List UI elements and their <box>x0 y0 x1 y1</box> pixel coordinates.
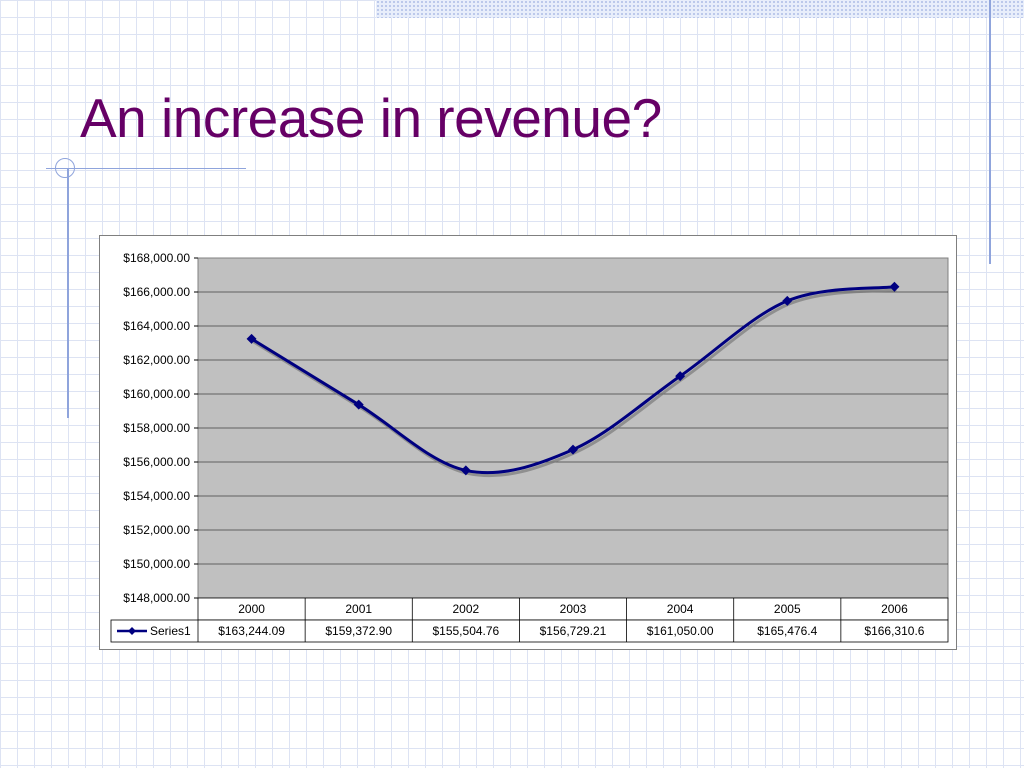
table-series-row <box>110 619 949 643</box>
data-point-marker <box>889 281 900 292</box>
top-decoration-bar <box>376 0 1024 18</box>
y-tick-label: $158,000.00 <box>123 421 190 435</box>
x-category-label: 2006 <box>881 602 908 616</box>
legend-marker-icon <box>128 627 136 635</box>
x-category-label: 2000 <box>238 602 265 616</box>
y-tick-label: $150,000.00 <box>123 557 190 571</box>
y-tick-label: $148,000.00 <box>123 591 190 605</box>
x-category-label: 2001 <box>345 602 372 616</box>
x-category-label: 2003 <box>560 602 587 616</box>
revenue-line-chart: $168,000.00 $166,000.00 $164,000.00 $162,00… <box>110 251 949 643</box>
y-tick-label: $162,000.00 <box>123 353 190 367</box>
left-decoration-line <box>67 168 69 418</box>
title-underline <box>46 168 246 169</box>
y-tick-label: $160,000.00 <box>123 387 190 401</box>
table-value-cell: $161,050.00 <box>647 624 714 638</box>
data-point-marker <box>568 444 578 455</box>
slide-title: An increase in revenue? <box>80 87 662 149</box>
y-tick-label: $164,000.00 <box>123 319 190 333</box>
y-tick-label: $152,000.00 <box>123 523 190 537</box>
chart-container: $168,000.00 $166,000.00 $164,000.00 $162,00… <box>99 235 957 650</box>
legend-series-name: Series1 <box>150 624 191 638</box>
data-point-marker <box>675 371 686 382</box>
table-value-cell: $155,504.76 <box>432 624 499 638</box>
y-tick-label: $156,000.00 <box>123 455 190 469</box>
x-category-label: 2002 <box>453 602 480 616</box>
table-value-cell: $159,372.90 <box>325 624 392 638</box>
x-category-label: 2005 <box>774 602 801 616</box>
data-point-marker <box>782 295 793 306</box>
y-tick-label: $168,000.00 <box>123 251 190 265</box>
ring-decoration-icon <box>55 158 75 178</box>
table-value-cell: $156,729.21 <box>540 624 607 638</box>
table-value-cell: $165,476.4 <box>757 624 817 638</box>
right-decoration-line <box>989 0 991 264</box>
table-value-cell: $166,310.6 <box>864 624 924 638</box>
y-tick-label: $166,000.00 <box>123 285 190 299</box>
data-point-marker <box>246 333 257 344</box>
y-tick-label: $154,000.00 <box>123 489 190 503</box>
table-value-cell: $163,244.09 <box>218 624 285 638</box>
data-point-marker <box>460 465 471 476</box>
x-category-label: 2004 <box>667 602 694 616</box>
data-point-marker <box>353 399 364 410</box>
